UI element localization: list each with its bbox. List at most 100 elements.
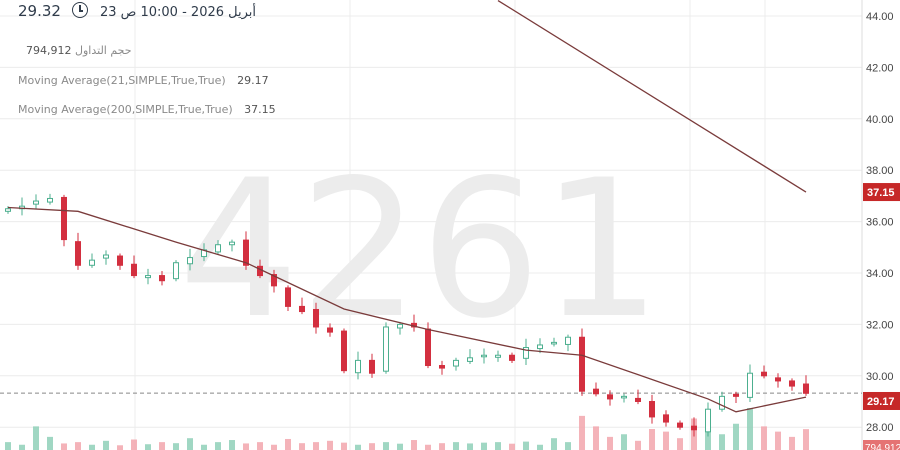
volume-bar: [719, 434, 725, 450]
candle-body: [243, 239, 249, 266]
candle-body: [61, 196, 67, 241]
volume-bar: [159, 442, 165, 450]
candle-body: [593, 388, 599, 395]
candle-body: [523, 347, 529, 359]
candle-body: [187, 257, 193, 265]
clock-icon: [72, 2, 89, 18]
candle-body: [89, 259, 95, 266]
candle-body: [467, 357, 473, 362]
candle-body: [803, 383, 809, 394]
volume-bar: [621, 434, 627, 450]
volume-bar: [551, 438, 557, 450]
ma200-label: Moving Average(200,SIMPLE,True,True): [18, 103, 233, 116]
watermark: 4261: [178, 139, 662, 360]
candle-body: [579, 336, 585, 392]
candle-body: [565, 336, 571, 345]
volume-bar: [677, 438, 683, 450]
candle-body: [215, 244, 221, 253]
candle-body: [229, 241, 235, 246]
volume-bar: [523, 441, 529, 450]
candle-body: [635, 397, 641, 402]
ma21-label: Moving Average(21,SIMPLE,True,True): [18, 74, 226, 87]
ma21-price-label: 29.17: [867, 396, 895, 408]
volume-value: 794,912: [26, 44, 72, 57]
volume-bar: [397, 443, 403, 450]
candle-body: [159, 275, 165, 282]
volume-label: حجم التداول: [75, 44, 132, 57]
candle-body: [145, 275, 151, 279]
y-tick-label: 32.00: [866, 319, 894, 331]
volume-bar: [271, 444, 277, 450]
y-tick-label: 38.00: [866, 165, 894, 177]
volume-bar: [117, 445, 123, 450]
candle-body: [75, 241, 81, 266]
volume-bar: [285, 438, 291, 450]
volume-bar: [19, 444, 25, 450]
candle-body: [607, 394, 613, 400]
ma200-value: 37.15: [244, 103, 276, 116]
volume-bar: [481, 442, 487, 450]
candle-body: [131, 263, 137, 277]
volume-bar: [5, 442, 11, 450]
y-tick-label: 30.00: [866, 371, 894, 383]
candle-body: [733, 393, 739, 397]
volume-bar: [663, 431, 669, 450]
volume-price-label: 794,912: [865, 443, 900, 450]
candle-body: [327, 327, 333, 333]
ma21-value: 29.17: [237, 74, 269, 87]
y-tick-label: 44.00: [866, 11, 894, 23]
candle-body: [537, 344, 543, 350]
volume-bar: [327, 440, 333, 450]
candle-body: [341, 330, 347, 372]
volume-bar: [341, 442, 347, 450]
candle-body: [621, 395, 627, 399]
candle-body: [481, 354, 487, 358]
volume-bar: [747, 408, 753, 450]
ma200-price-label: 37.15: [867, 187, 895, 199]
candle-body: [425, 328, 431, 367]
volume-bar: [649, 429, 655, 450]
candle-body: [439, 365, 445, 369]
candle-body: [677, 422, 683, 428]
volume-bar: [383, 442, 389, 450]
ma21-line: [7, 206, 807, 413]
candle-body: [761, 371, 767, 377]
candle-body: [775, 377, 781, 382]
y-tick-label: 42.00: [866, 62, 894, 74]
volume-bar: [103, 440, 109, 450]
volume-bar: [565, 442, 571, 450]
y-tick-label: 40.00: [866, 114, 894, 126]
candle-body: [495, 354, 501, 358]
volume-bar: [131, 439, 137, 450]
volume-bar: [607, 436, 613, 450]
candle-body: [719, 395, 725, 410]
volume-bar: [803, 429, 809, 450]
candle-body: [355, 359, 361, 374]
candle-body: [313, 308, 319, 328]
volume-bar: [411, 440, 417, 450]
candle-body: [369, 359, 375, 374]
y-tick-label: 28.00: [866, 422, 894, 434]
volume-bar: [173, 443, 179, 450]
volume-bar: [47, 436, 53, 450]
volume-bar: [467, 443, 473, 450]
ma200-line: [497, 0, 807, 193]
volume-bar: [453, 442, 459, 450]
candle-body: [103, 254, 109, 259]
volume-bar: [495, 442, 501, 450]
candle-body: [117, 255, 123, 266]
volume-bar: [299, 443, 305, 450]
volume-bar: [789, 436, 795, 450]
y-tick-label: 34.00: [866, 268, 894, 280]
volume-bar: [215, 442, 221, 450]
candle-body: [299, 305, 305, 313]
last-price: 29.32: [18, 2, 61, 20]
volume-bar: [355, 444, 361, 450]
ma200-price-label-bg: [863, 183, 900, 202]
candle-body: [453, 359, 459, 367]
candle-body: [691, 425, 697, 431]
volume-bar: [33, 426, 39, 450]
candle-body: [747, 372, 753, 398]
